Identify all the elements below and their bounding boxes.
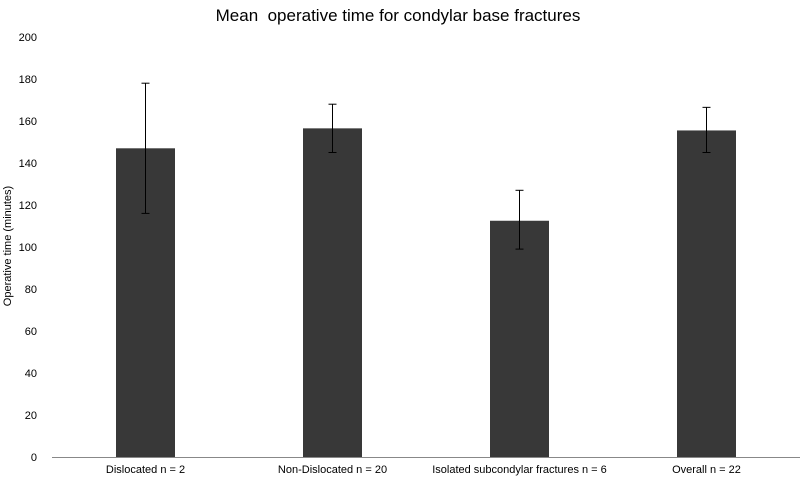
chart-title: Mean operative time for condylar base fr…	[216, 6, 581, 25]
x-category-label: Dislocated n = 2	[106, 464, 185, 476]
y-tick-label: 200	[19, 32, 37, 44]
y-tick-label: 40	[25, 368, 37, 380]
y-tick-label: 100	[19, 242, 37, 254]
x-category-label: Overall n = 22	[672, 464, 741, 476]
y-tick-label: 120	[19, 200, 37, 212]
y-tick-label: 0	[31, 452, 37, 464]
x-category-label: Non-Dislocated n = 20	[278, 464, 387, 476]
plot-area: 0 20 40 60 80 100 120 140 160 180 200 Dislocated n …	[19, 32, 800, 476]
y-tick-label: 180	[19, 74, 37, 86]
bar	[490, 220, 549, 457]
y-axis-title: Operative time (minutes)	[2, 186, 14, 306]
y-tick-label: 60	[25, 326, 37, 338]
y-tick-label: 80	[25, 284, 37, 296]
bar	[303, 128, 362, 457]
y-tick-label: 140	[19, 158, 37, 170]
y-tick-label: 160	[19, 116, 37, 128]
y-tick-label: 20	[25, 410, 37, 422]
bar	[677, 130, 736, 457]
x-category-label: Isolated subcondylar fractures n = 6	[432, 464, 607, 476]
